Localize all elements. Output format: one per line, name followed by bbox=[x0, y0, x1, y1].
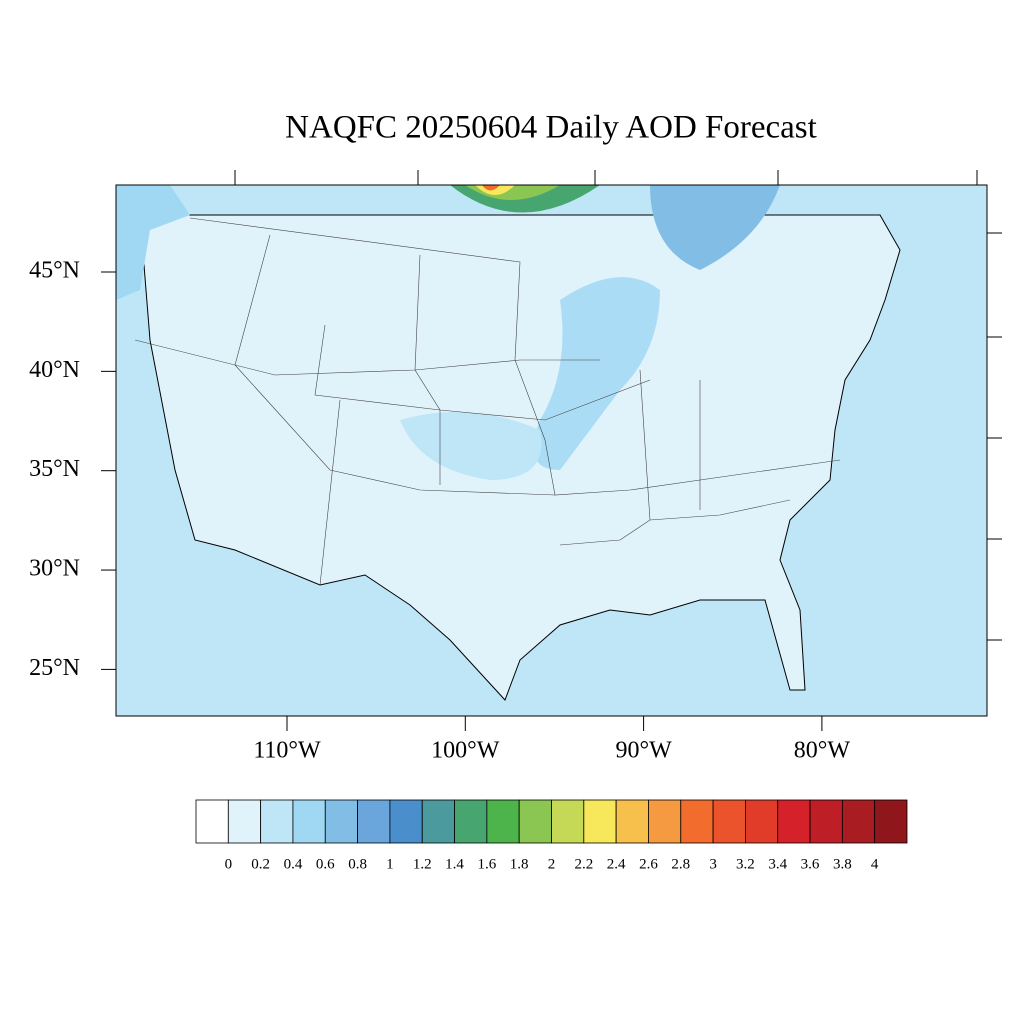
colorbar-label: 1.4 bbox=[445, 856, 464, 872]
lat-label: 40°N bbox=[29, 357, 80, 383]
colorbar-box bbox=[518, 799, 552, 844]
aod-region bbox=[116, 185, 190, 300]
colorbar-label: 3.2 bbox=[736, 856, 755, 872]
colorbar-box bbox=[712, 799, 746, 844]
colorbar-label: 2.8 bbox=[671, 856, 690, 872]
colorbar-label: 3.6 bbox=[801, 856, 820, 872]
lat-label: 25°N bbox=[29, 655, 80, 681]
colorbar-label: 0.8 bbox=[348, 856, 367, 872]
lon-label: 80°W bbox=[794, 738, 851, 764]
colorbar-box bbox=[583, 799, 617, 844]
colorbar-box bbox=[874, 799, 908, 844]
lon-label: 110°W bbox=[253, 738, 321, 764]
colorbar-label: 1.6 bbox=[477, 856, 496, 872]
colorbar-box bbox=[680, 799, 714, 844]
colorbar-label: 3.4 bbox=[768, 856, 787, 872]
colorbar-label: 1.2 bbox=[413, 856, 432, 872]
colorbar-label: 2 bbox=[548, 856, 556, 872]
colorbar-label: 1 bbox=[386, 856, 394, 872]
colorbar-label: 4 bbox=[871, 856, 879, 872]
aod-region bbox=[400, 412, 542, 480]
title: NAQFC 20250604 Daily AOD Forecast bbox=[285, 110, 817, 146]
map-frame bbox=[115, 184, 988, 717]
colorbar-label: 3 bbox=[709, 856, 717, 872]
colorbar-box bbox=[357, 799, 391, 844]
colorbar-box bbox=[551, 799, 585, 844]
colorbar-label: 2.2 bbox=[574, 856, 593, 872]
colorbar-label: 2.6 bbox=[639, 856, 658, 872]
colorbar-label: 2.4 bbox=[607, 856, 626, 872]
colorbar-label: 3.8 bbox=[833, 856, 852, 872]
lon-label: 90°W bbox=[615, 738, 672, 764]
colorbar-box bbox=[454, 799, 488, 844]
colorbar-box bbox=[260, 799, 294, 844]
frame-ticks bbox=[234, 170, 1002, 641]
map-field bbox=[115, 170, 1002, 717]
colorbar-box bbox=[615, 799, 649, 844]
colorbar-label: 0 bbox=[225, 856, 233, 872]
colorbar-box bbox=[777, 799, 811, 844]
colorbar-box bbox=[421, 799, 455, 844]
smoke-plume bbox=[482, 185, 500, 191]
colorbar-box bbox=[324, 799, 358, 844]
colorbar: 0 0.2 0.4 0.6 0.8 1 1.2 1.4 1.6 1.8 2 2.2 2.4 2.6 2.8 3… bbox=[195, 799, 908, 872]
colorbar-label: 0.2 bbox=[251, 856, 270, 872]
colorbar-box bbox=[486, 799, 520, 844]
colorbar-label: 1.8 bbox=[510, 856, 529, 872]
colorbar-box bbox=[389, 799, 423, 844]
colorbar-box bbox=[292, 799, 326, 844]
lon-label: 100°W bbox=[431, 738, 500, 764]
colorbar-label: 0.6 bbox=[316, 856, 335, 872]
colorbar-box bbox=[195, 799, 229, 844]
lat-label: 35°N bbox=[29, 456, 80, 482]
colorbar-label: 0.4 bbox=[284, 856, 303, 872]
aod-region bbox=[650, 185, 780, 270]
colorbar-box bbox=[745, 799, 779, 844]
axes: 45°N 40°N 35°N 30°N 25°N 110°W 100°W 90°W 80°W bbox=[29, 258, 850, 764]
colorbar-box bbox=[227, 799, 262, 844]
colorbar-box bbox=[809, 799, 843, 844]
colorbar-box bbox=[841, 799, 876, 844]
colorbar-box bbox=[648, 799, 682, 844]
lat-label: 30°N bbox=[29, 556, 80, 582]
state-lines bbox=[134, 217, 841, 586]
aod-region bbox=[533, 277, 660, 470]
lat-label: 45°N bbox=[29, 258, 80, 284]
